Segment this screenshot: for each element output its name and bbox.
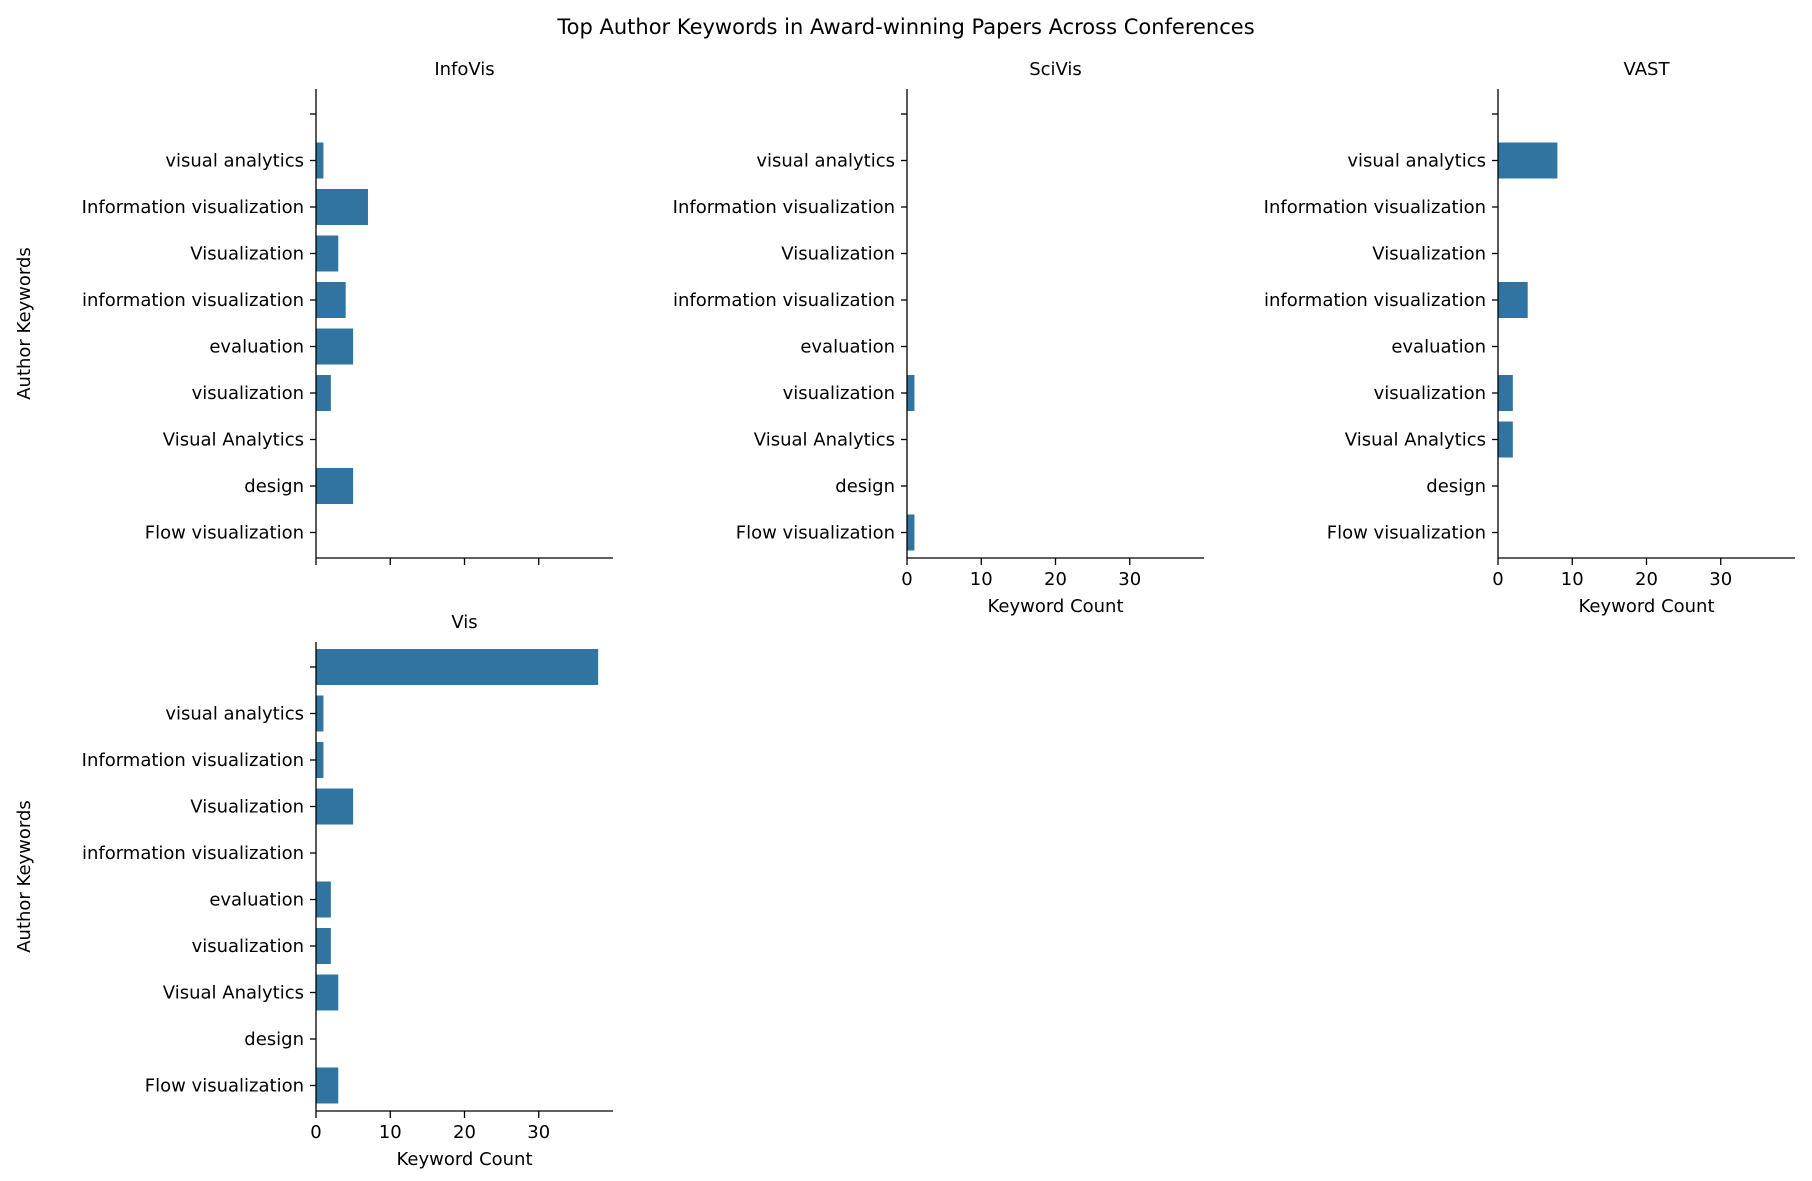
x-tick-label: 20 <box>1044 569 1067 590</box>
y-tick-label: visual analytics <box>1347 151 1486 172</box>
bar <box>907 375 915 411</box>
y-tick-label: Information visualization <box>82 750 304 771</box>
y-tick-label: visual analytics <box>756 151 895 172</box>
y-tick-label: Visual Analytics <box>1345 430 1486 451</box>
y-tick-label: Information visualization <box>82 197 304 218</box>
y-tick-label: visualization <box>1374 383 1486 404</box>
y-tick-label: design <box>835 476 895 497</box>
y-tick-label: Visualization <box>190 244 304 265</box>
y-tick-label: Information visualization <box>1264 197 1486 218</box>
y-tick-label: visual analytics <box>165 704 304 725</box>
bar <box>1498 421 1513 458</box>
bar <box>316 282 346 318</box>
bar <box>316 328 354 365</box>
y-tick-label: Visualization <box>1372 244 1486 265</box>
panel-infovis: InfoVis visual analytics Information visua… <box>14 59 613 565</box>
x-tick-label: 10 <box>1561 569 1584 590</box>
y-tick-label: design <box>1426 476 1486 497</box>
y-tick-label: visualization <box>192 936 304 957</box>
panel-title: InfoVis <box>434 59 494 80</box>
x-axis-label: Keyword Count <box>987 596 1123 617</box>
bar <box>316 881 331 918</box>
y-tick-label: visual analytics <box>165 151 304 172</box>
panel-title: Vis <box>451 612 477 633</box>
x-tick-label: 0 <box>1492 569 1503 590</box>
y-tick-label: Flow visualization <box>145 523 304 544</box>
bar <box>1498 142 1558 179</box>
chart-title: Top Author Keywords in Award-winning Pap… <box>556 15 1254 39</box>
y-tick-label: evaluation <box>1391 337 1486 358</box>
y-tick-label: Flow visualization <box>736 523 895 544</box>
y-tick-label: design <box>244 476 304 497</box>
x-tick-label: 10 <box>970 569 993 590</box>
y-tick-label: evaluation <box>209 337 304 358</box>
bar <box>316 788 354 825</box>
x-tick-label: 20 <box>453 1122 476 1143</box>
y-tick-label: Flow visualization <box>1327 523 1486 544</box>
panel-vast: VAST visual analytics Information visualiz… <box>1264 59 1795 617</box>
bar <box>316 742 324 778</box>
y-tick-label: information visualization <box>673 290 895 311</box>
x-tick-label: 0 <box>901 569 912 590</box>
panel-title: VAST <box>1624 59 1671 80</box>
x-axis-label: Keyword Count <box>1578 596 1714 617</box>
y-tick-label: visualization <box>783 383 895 404</box>
y-tick-label: Information visualization <box>673 197 895 218</box>
x-tick-label: 30 <box>1118 569 1141 590</box>
x-tick-label: 10 <box>379 1122 402 1143</box>
x-axis-label: Keyword Count <box>396 1149 532 1170</box>
bar <box>316 375 331 411</box>
y-tick-label: Visual Analytics <box>754 430 895 451</box>
y-tick-label: Visual Analytics <box>163 983 304 1004</box>
y-tick-label: Visualization <box>781 244 895 265</box>
y-tick-label: information visualization <box>82 843 304 864</box>
y-tick-label: evaluation <box>800 337 895 358</box>
panel-scivis: SciVis visual analytics Information visual… <box>673 59 1204 617</box>
bar <box>316 235 339 272</box>
y-tick-label: design <box>244 1029 304 1050</box>
bar <box>316 1067 339 1104</box>
x-tick-label: 30 <box>1709 569 1732 590</box>
y-tick-label: evaluation <box>209 890 304 911</box>
x-tick-label: 0 <box>310 1122 321 1143</box>
bar <box>316 928 331 964</box>
bar <box>1498 282 1528 318</box>
bar <box>316 649 599 685</box>
x-tick-label: 20 <box>1635 569 1658 590</box>
bar <box>316 974 339 1011</box>
bar <box>907 514 915 551</box>
y-tick-label: Visual Analytics <box>163 430 304 451</box>
x-tick-label: 30 <box>527 1122 550 1143</box>
panel-vis: Vis visual analytics Information visualiza… <box>14 612 613 1170</box>
bar <box>316 189 368 225</box>
y-tick-label: visualization <box>192 383 304 404</box>
y-tick-label: information visualization <box>82 290 304 311</box>
y-tick-label: Visualization <box>190 797 304 818</box>
y-tick-label: Flow visualization <box>145 1076 304 1097</box>
panel-title: SciVis <box>1029 59 1082 80</box>
y-axis-label: Author Keywords <box>14 800 35 953</box>
y-tick-label: information visualization <box>1264 290 1486 311</box>
bar <box>316 695 324 732</box>
bar <box>316 142 324 179</box>
bar <box>316 468 354 504</box>
y-axis-label: Author Keywords <box>14 247 35 400</box>
bar <box>1498 375 1513 411</box>
